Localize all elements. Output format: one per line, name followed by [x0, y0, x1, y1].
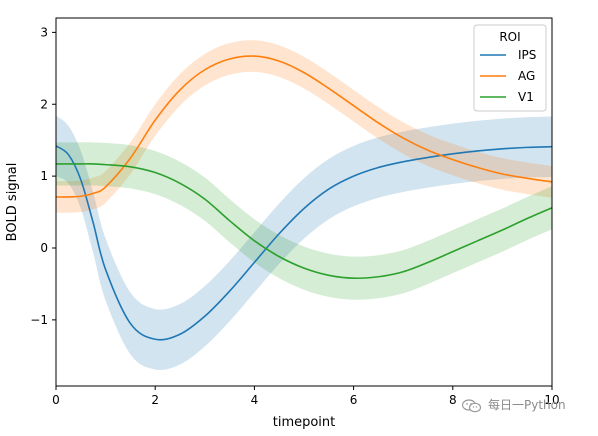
series-lines: [55, 55, 553, 341]
x-tick-label: 10: [544, 393, 559, 407]
watermark: 每日一Python: [461, 396, 592, 416]
y-tick-label: 2: [40, 97, 48, 111]
x-axis-ticks: 0 2 4 6 8 10: [52, 386, 560, 407]
y-axis-label: BOLD signal: [5, 163, 20, 242]
confidence-bands: [56, 40, 552, 370]
legend-label-v1: V1: [518, 90, 534, 104]
x-tick-label: 8: [449, 393, 457, 407]
legend-label-ips: IPS: [518, 48, 536, 62]
legend-title: ROI: [499, 30, 520, 44]
y-tick-label: 3: [40, 25, 48, 39]
legend-box: [473, 24, 547, 112]
y-tick-label: −1: [30, 313, 48, 327]
y-tick-label: 1: [40, 169, 48, 183]
band-v1: [56, 142, 552, 300]
band-ips: [56, 115, 552, 370]
y-tick-label: 0: [40, 241, 48, 255]
legend-label-ag: AG: [518, 69, 535, 83]
line-ips: [55, 145, 553, 341]
x-tick-label: 4: [251, 393, 259, 407]
legend-items: IPS AG V1: [480, 48, 536, 104]
x-tick-label: 0: [52, 393, 60, 407]
line-v1: [55, 163, 553, 280]
y-axis-ticks: −1 0 1 2 3: [30, 25, 56, 327]
x-axis-label: timepoint: [273, 415, 336, 430]
line-ag: [55, 55, 553, 198]
wechat-icon: [461, 398, 482, 413]
watermark-text: 每日一Python: [488, 398, 566, 412]
legend: ROI IPS AG V1: [473, 24, 547, 112]
x-tick-label: 6: [350, 393, 358, 407]
band-ag: [56, 40, 552, 213]
plot-frame: [55, 17, 553, 387]
x-tick-label: 2: [151, 393, 159, 407]
